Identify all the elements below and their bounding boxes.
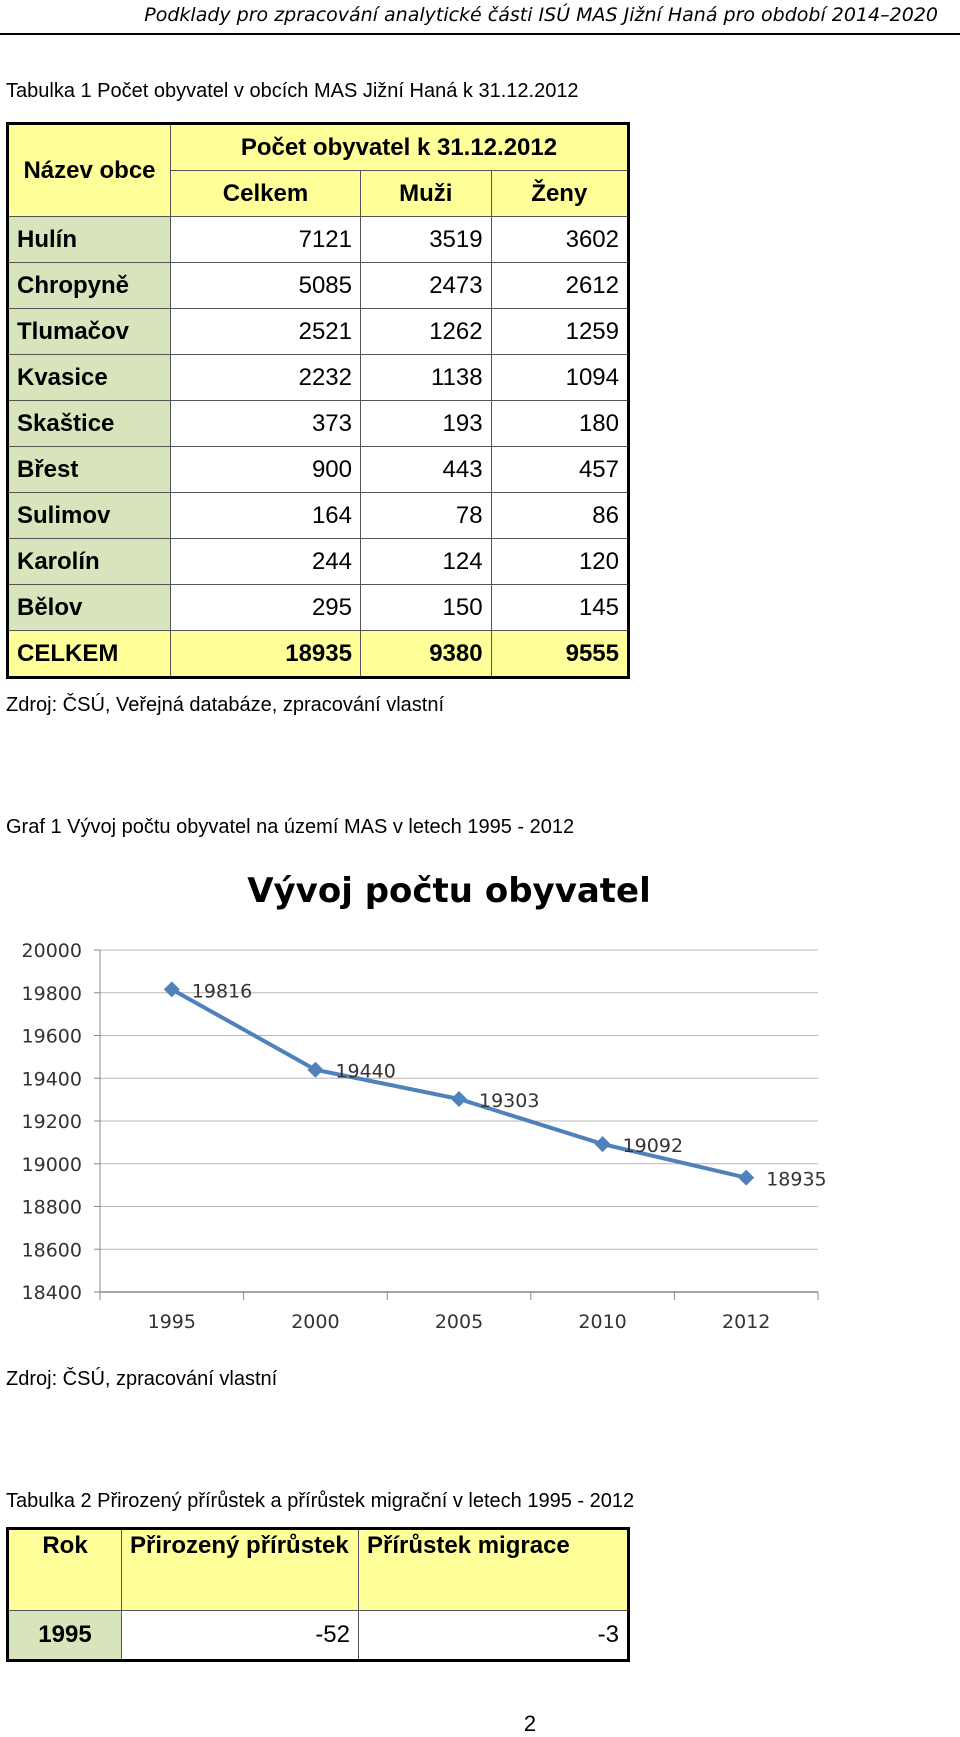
data-point: [451, 1090, 467, 1107]
page-header: Podklady pro zpracování analytické části…: [144, 4, 938, 26]
y-tick-label: 19800: [22, 983, 82, 1005]
row-name: Kvasice: [7, 354, 171, 401]
y-tick-label: 18600: [22, 1239, 82, 1261]
cell-celkem: 295: [170, 584, 361, 631]
cell-muzi: 193: [359, 400, 492, 447]
data-label: 19816: [192, 980, 252, 1002]
table-row: Karolín 244 124 120: [7, 538, 630, 585]
cell-zeny: 2612: [490, 262, 630, 309]
table-row: Břest 900 443 457: [7, 446, 630, 493]
cell-muzi: 150: [359, 584, 492, 631]
row-name: Karolín: [7, 538, 171, 585]
total-celkem: 18935: [170, 630, 361, 678]
row-name: Břest: [7, 446, 171, 493]
data-label: 18935: [766, 1169, 826, 1191]
table-row: 1995 -52 -3: [7, 1610, 629, 1661]
cell-celkem: 5085: [170, 262, 361, 309]
data-label: 19303: [479, 1090, 539, 1112]
cell-celkem: 7121: [170, 216, 361, 263]
y-tick-label: 19000: [22, 1154, 82, 1176]
col-header-celkem: Celkem: [170, 170, 361, 217]
cell-rok: 1995: [7, 1610, 122, 1661]
table1-source: Zdroj: ČSÚ, Veřejná databáze, zpracování…: [6, 694, 445, 716]
header-prirozeny: Přirozený přírůstek: [121, 1528, 359, 1611]
data-point: [594, 1136, 611, 1153]
y-tick-label: 19200: [22, 1111, 82, 1133]
cell-muzi: 3519: [359, 216, 492, 263]
total-row: CELKEM 18935 9380 9555: [7, 630, 630, 678]
data-label: 19440: [335, 1061, 395, 1083]
cell-celkem: 373: [170, 400, 361, 447]
cell-celkem: 2521: [170, 308, 361, 355]
row-name: Hulín: [7, 216, 171, 263]
group-header: Počet obyvatel k 31.12.2012: [170, 123, 629, 171]
y-tick-label: 20000: [22, 940, 82, 962]
y-tick-label: 18400: [22, 1282, 82, 1304]
x-tick-label: 2012: [722, 1311, 770, 1333]
population-line-chart: Vývoj počtu obyvatel 18400 18600 18800 19000…: [22, 871, 827, 1333]
total-zeny: 9555: [490, 630, 630, 678]
table-row: Chropyně 5085 2473 2612: [7, 262, 630, 309]
data-point: [738, 1169, 755, 1186]
cell-zeny: 145: [490, 584, 630, 631]
cell-zeny: 457: [490, 446, 630, 493]
table2-caption: Tabulka 2 Přirozený přírůstek a přírůste…: [6, 1490, 635, 1512]
header-migrace: Přírůstek migrace: [358, 1528, 629, 1611]
cell-zeny: 120: [490, 538, 630, 585]
row-name: Tlumačov: [7, 308, 171, 355]
row-name: Chropyně: [7, 262, 171, 309]
cell-muzi: 78: [359, 492, 492, 539]
cell-celkem: 244: [170, 538, 361, 585]
row-name: Sulimov: [7, 492, 171, 539]
cell-muzi: 1138: [359, 354, 492, 401]
cell-zeny: 1259: [490, 308, 630, 355]
x-tick-label: 1995: [148, 1311, 196, 1333]
cell-celkem: 164: [170, 492, 361, 539]
table-row: Tlumačov 2521 1262 1259: [7, 308, 630, 355]
table-row: Sulimov 164 78 86: [7, 492, 630, 539]
chart-title: Vývoj počtu obyvatel: [247, 871, 651, 911]
table-row: Bělov 295 150 145: [7, 584, 630, 631]
population-table: Název obce Počet obyvatel k 31.12.2012 C…: [6, 122, 630, 679]
growth-table: Rok Přirozený přírůstek Přírůstek migrac…: [6, 1527, 630, 1662]
y-tick-label: 19400: [22, 1068, 82, 1090]
cell-muzi: 443: [359, 446, 492, 493]
table-row: Kvasice 2232 1138 1094: [7, 354, 630, 401]
page-number: 2: [523, 1711, 537, 1736]
total-label: CELKEM: [7, 630, 171, 678]
graph1-caption: Graf 1 Vývoj počtu obyvatel na území MAS…: [6, 816, 575, 838]
header-rok: Rok: [7, 1528, 122, 1611]
graph1-source: Zdroj: ČSÚ, zpracování vlastní: [6, 1368, 278, 1390]
y-tick-label: 18800: [22, 1197, 82, 1219]
cell-migrace: -3: [358, 1610, 629, 1661]
cell-celkem: 2232: [170, 354, 361, 401]
name-header: Název obce: [7, 123, 171, 217]
data-point: [163, 981, 180, 998]
cell-prirozeny: -52: [121, 1610, 359, 1661]
col-header-muzi: Muži: [359, 170, 492, 217]
header-divider: [0, 33, 960, 35]
row-name: Skaštice: [7, 400, 171, 447]
cell-muzi: 124: [359, 538, 492, 585]
table-row: Hulín 7121 3519 3602: [7, 216, 630, 263]
x-tick-label: 2000: [291, 1311, 339, 1333]
x-tick-label: 2010: [578, 1311, 626, 1333]
cell-zeny: 180: [490, 400, 630, 447]
cell-muzi: 1262: [359, 308, 492, 355]
total-muzi: 9380: [359, 630, 492, 678]
table1-caption: Tabulka 1 Počet obyvatel v obcích MAS Ji…: [6, 80, 579, 102]
x-tick-label: 2005: [435, 1311, 483, 1333]
cell-celkem: 900: [170, 446, 361, 493]
y-tick-label: 19600: [22, 1026, 82, 1048]
col-header-zeny: Ženy: [490, 170, 630, 217]
cell-zeny: 86: [490, 492, 630, 539]
cell-zeny: 3602: [490, 216, 630, 263]
data-label: 19092: [623, 1135, 683, 1157]
cell-zeny: 1094: [490, 354, 630, 401]
row-name: Bělov: [7, 584, 171, 631]
cell-muzi: 2473: [359, 262, 492, 309]
data-point: [307, 1061, 324, 1078]
table-row: Skaštice 373 193 180: [7, 400, 630, 447]
